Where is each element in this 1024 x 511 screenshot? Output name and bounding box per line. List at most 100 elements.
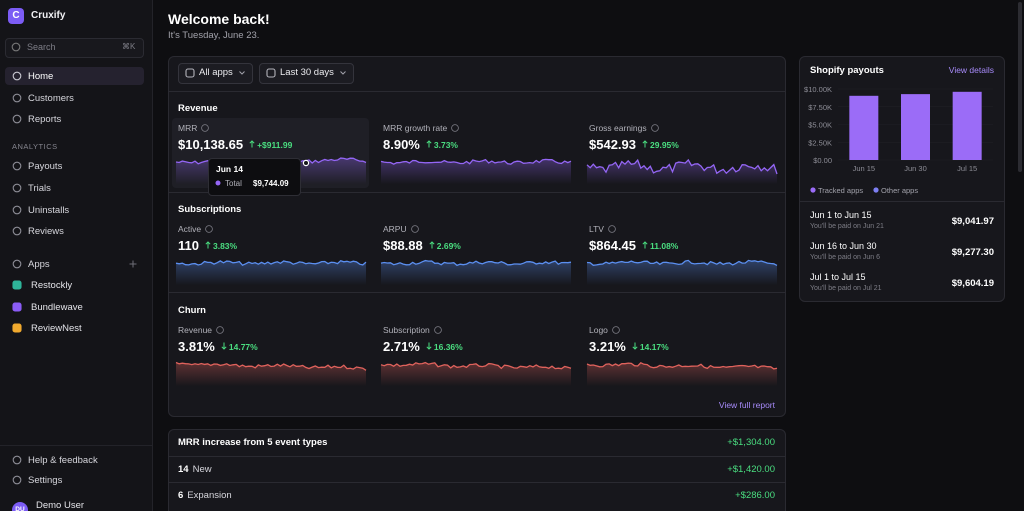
metric-label: Revenue xyxy=(178,325,213,335)
trend-arrow xyxy=(426,140,432,148)
sparkline-line xyxy=(586,158,778,175)
nav-item[interactable]: Trials xyxy=(28,183,51,194)
app-item[interactable]: ReviewNest xyxy=(31,323,82,334)
page-subtitle: It's Tuesday, June 23. xyxy=(168,30,260,41)
icon xyxy=(12,259,22,269)
nav-item[interactable]: Customers xyxy=(28,93,74,104)
filter-button[interactable] xyxy=(259,63,354,84)
brand: Cruxify xyxy=(31,10,66,21)
icon-shape xyxy=(302,159,310,167)
y-tick-label: $5.00K xyxy=(808,121,832,130)
sparkline-line xyxy=(175,361,367,371)
footer-item[interactable]: Settings xyxy=(28,475,63,486)
card-divider xyxy=(169,292,785,293)
sparkline-area xyxy=(381,362,571,386)
trend-arrow xyxy=(221,342,227,350)
metric-change: 3.83% xyxy=(212,241,238,251)
row-divider xyxy=(169,456,785,457)
payouts-link[interactable]: View details xyxy=(948,65,994,75)
y-tick-label: $10.00K xyxy=(804,85,832,94)
view-report-link[interactable]: View full report xyxy=(718,400,775,410)
footer-item[interactable]: Help & feedback xyxy=(28,455,98,466)
trend-arrow xyxy=(429,241,435,249)
x-tick-label: Jun 15 xyxy=(853,164,876,173)
section-title: Churn xyxy=(178,305,206,316)
user-name[interactable]: Demo User xyxy=(36,500,85,511)
app-item[interactable]: Bundlewave xyxy=(31,302,83,313)
payout-range: Jul 1 to Jul 15 xyxy=(810,272,866,282)
sparkline-line xyxy=(380,259,572,267)
sparkline xyxy=(586,362,778,386)
card-divider xyxy=(169,192,785,193)
sidebar-divider xyxy=(0,445,152,446)
nav-item[interactable]: Uninstalls xyxy=(28,205,70,216)
x-tick-label: Jun 30 xyxy=(904,164,927,173)
bar xyxy=(901,94,930,160)
search-placeholder: Search xyxy=(27,42,56,52)
info-icon xyxy=(201,124,210,132)
icon-shape xyxy=(12,93,22,103)
sparkline xyxy=(380,259,572,285)
event-amount: +$1,420.00 xyxy=(727,464,775,475)
icon-shape xyxy=(12,302,22,312)
metric-change: 16.36% xyxy=(433,342,463,352)
icon xyxy=(12,302,22,312)
sparkline-area xyxy=(176,260,366,285)
filter-label[interactable]: Last 30 days xyxy=(280,67,334,78)
sparkline-line xyxy=(586,362,778,370)
payout-range: Jun 16 to Jun 30 xyxy=(810,241,877,251)
filter-label[interactable]: All apps xyxy=(199,67,233,78)
y-tick-label: $2.50K xyxy=(808,138,832,147)
icon-shape xyxy=(201,124,210,132)
icon-shape xyxy=(12,280,22,290)
event-amount: +$286.00 xyxy=(735,490,775,501)
metric-value: $88.88 xyxy=(383,238,423,253)
sparkline xyxy=(586,259,778,285)
tooltip-value: $9,744.09 xyxy=(253,179,289,188)
info-icon xyxy=(205,225,213,233)
icon-shape xyxy=(632,342,638,350)
event-name: Expansion xyxy=(187,490,232,501)
legend-marker xyxy=(873,187,879,193)
payout-range: Jun 1 to Jun 15 xyxy=(810,210,872,220)
sparkline-area xyxy=(587,159,777,184)
filter-button[interactable] xyxy=(178,63,253,84)
icon-shape xyxy=(429,241,435,249)
row-divider xyxy=(169,482,785,483)
events-total: +$1,304.00 xyxy=(727,437,775,448)
icon-shape xyxy=(129,260,137,268)
nav-item[interactable]: Reviews xyxy=(28,226,64,237)
bar xyxy=(952,91,982,160)
metric-change: 2.69% xyxy=(436,241,461,251)
nav-item[interactable]: Reports xyxy=(28,114,62,125)
icon-shape xyxy=(12,455,22,465)
icon xyxy=(12,475,22,485)
app-item[interactable]: Restockly xyxy=(31,280,73,291)
icon xyxy=(12,93,22,103)
trend-arrow xyxy=(642,140,648,148)
icon xyxy=(12,455,22,465)
icon xyxy=(266,68,276,78)
sparkline xyxy=(175,259,367,285)
icon xyxy=(12,323,22,333)
icon-shape xyxy=(650,124,659,132)
icon-shape xyxy=(215,180,221,186)
sparkline xyxy=(380,361,572,386)
info-icon xyxy=(216,326,224,334)
nav-item[interactable]: Home xyxy=(28,71,54,82)
metric-label: ARPU xyxy=(383,224,407,234)
icon xyxy=(12,71,22,81)
sparkline-area xyxy=(381,159,571,184)
tooltip-label: Total xyxy=(225,179,242,188)
add-app-icon xyxy=(129,260,137,268)
icon-shape xyxy=(340,71,346,75)
sparkline xyxy=(380,158,572,184)
icon xyxy=(12,205,22,215)
events-card xyxy=(168,429,786,511)
metric-change: +$911.99 xyxy=(257,140,293,150)
icon-shape xyxy=(608,225,616,233)
payout-amount: $9,604.19 xyxy=(951,278,994,289)
payout-amount: $9,277.30 xyxy=(951,247,994,258)
search-box[interactable] xyxy=(5,38,144,58)
nav-item[interactable]: Payouts xyxy=(28,161,63,172)
